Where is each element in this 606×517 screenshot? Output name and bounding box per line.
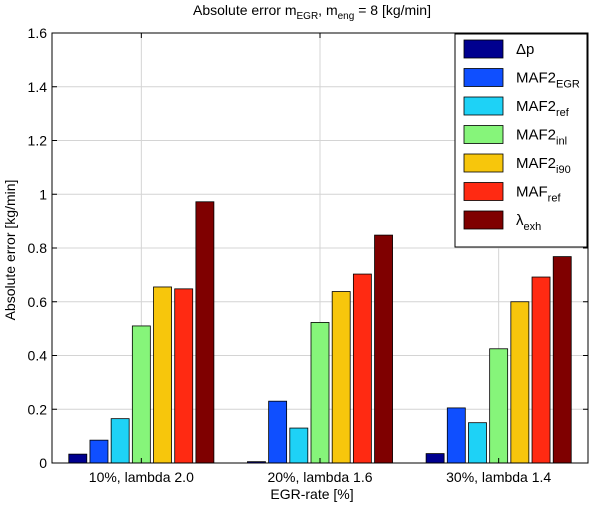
legend-swatch <box>463 68 504 87</box>
legend-swatch <box>463 39 504 59</box>
y-tick-label: 1.6 <box>28 25 48 41</box>
bar-MAF2ref-3 <box>468 422 487 464</box>
x-tick-label: 30%, lambda 1.4 <box>446 469 551 485</box>
legend-label: MAF2EGR <box>516 70 580 91</box>
legend-swatch <box>463 182 504 201</box>
bar-MAF2EGR-2 <box>268 400 288 464</box>
y-tick-label: 1.2 <box>28 133 48 149</box>
bar-MAFref-2 <box>352 273 372 464</box>
legend-label: λexh <box>516 212 541 233</box>
bar-MAF2inl-2 <box>310 322 330 464</box>
bar-MAF2i90-1 <box>153 286 172 464</box>
y-tick-label: 0.2 <box>28 401 48 417</box>
legend-swatch <box>463 210 504 230</box>
y-tick-label: 0.6 <box>28 294 48 310</box>
bar-MAF2i90-2 <box>331 291 351 464</box>
y-tick-label: 1.4 <box>28 79 48 95</box>
legend-swatch <box>463 125 504 144</box>
bar-MAF2inl-3 <box>489 348 509 464</box>
y-tick-label: 0 <box>39 455 47 471</box>
legend-label: MAF2ref <box>516 98 570 119</box>
bar-MAFref-3 <box>531 276 551 464</box>
bar-λexh-1 <box>195 201 215 464</box>
bar-MAF2inl-1 <box>131 325 151 464</box>
y-tick-label: 1 <box>39 186 47 202</box>
bar-MAF2ref-1 <box>110 418 130 464</box>
bar-MAF2ref-2 <box>289 427 309 464</box>
bar-λexh-3 <box>552 256 572 464</box>
legend-swatch <box>463 153 504 173</box>
bar-MAF2i90-3 <box>510 301 530 464</box>
bar-λexh-2 <box>374 234 393 464</box>
bar-MAF2EGR-3 <box>446 407 466 464</box>
x-tick-label: 20%, lambda 1.6 <box>267 469 372 485</box>
bar-Δp-3 <box>425 453 445 464</box>
legend-label: MAF2inl <box>516 127 567 148</box>
x-tick-label: 10%, lambda 2.0 <box>89 469 194 485</box>
legend-label: MAFref <box>516 184 561 205</box>
bar-Δp-1 <box>68 453 88 464</box>
chart-title: Absolute error mEGR, meng = 8 [kg/min] <box>193 2 431 22</box>
x-axis-label: EGR-rate [%] <box>270 486 353 502</box>
y-axis-label: Absolute error [kg/min] <box>2 180 18 321</box>
bar-MAFref-1 <box>174 288 194 464</box>
legend-swatch <box>463 96 504 116</box>
y-tick-label: 0.8 <box>28 240 48 256</box>
y-tick-label: 0.4 <box>28 348 48 364</box>
legend-label: Δp <box>516 41 534 58</box>
bar-MAF2EGR-1 <box>89 439 109 464</box>
legend-label: MAF2i90 <box>516 155 571 176</box>
